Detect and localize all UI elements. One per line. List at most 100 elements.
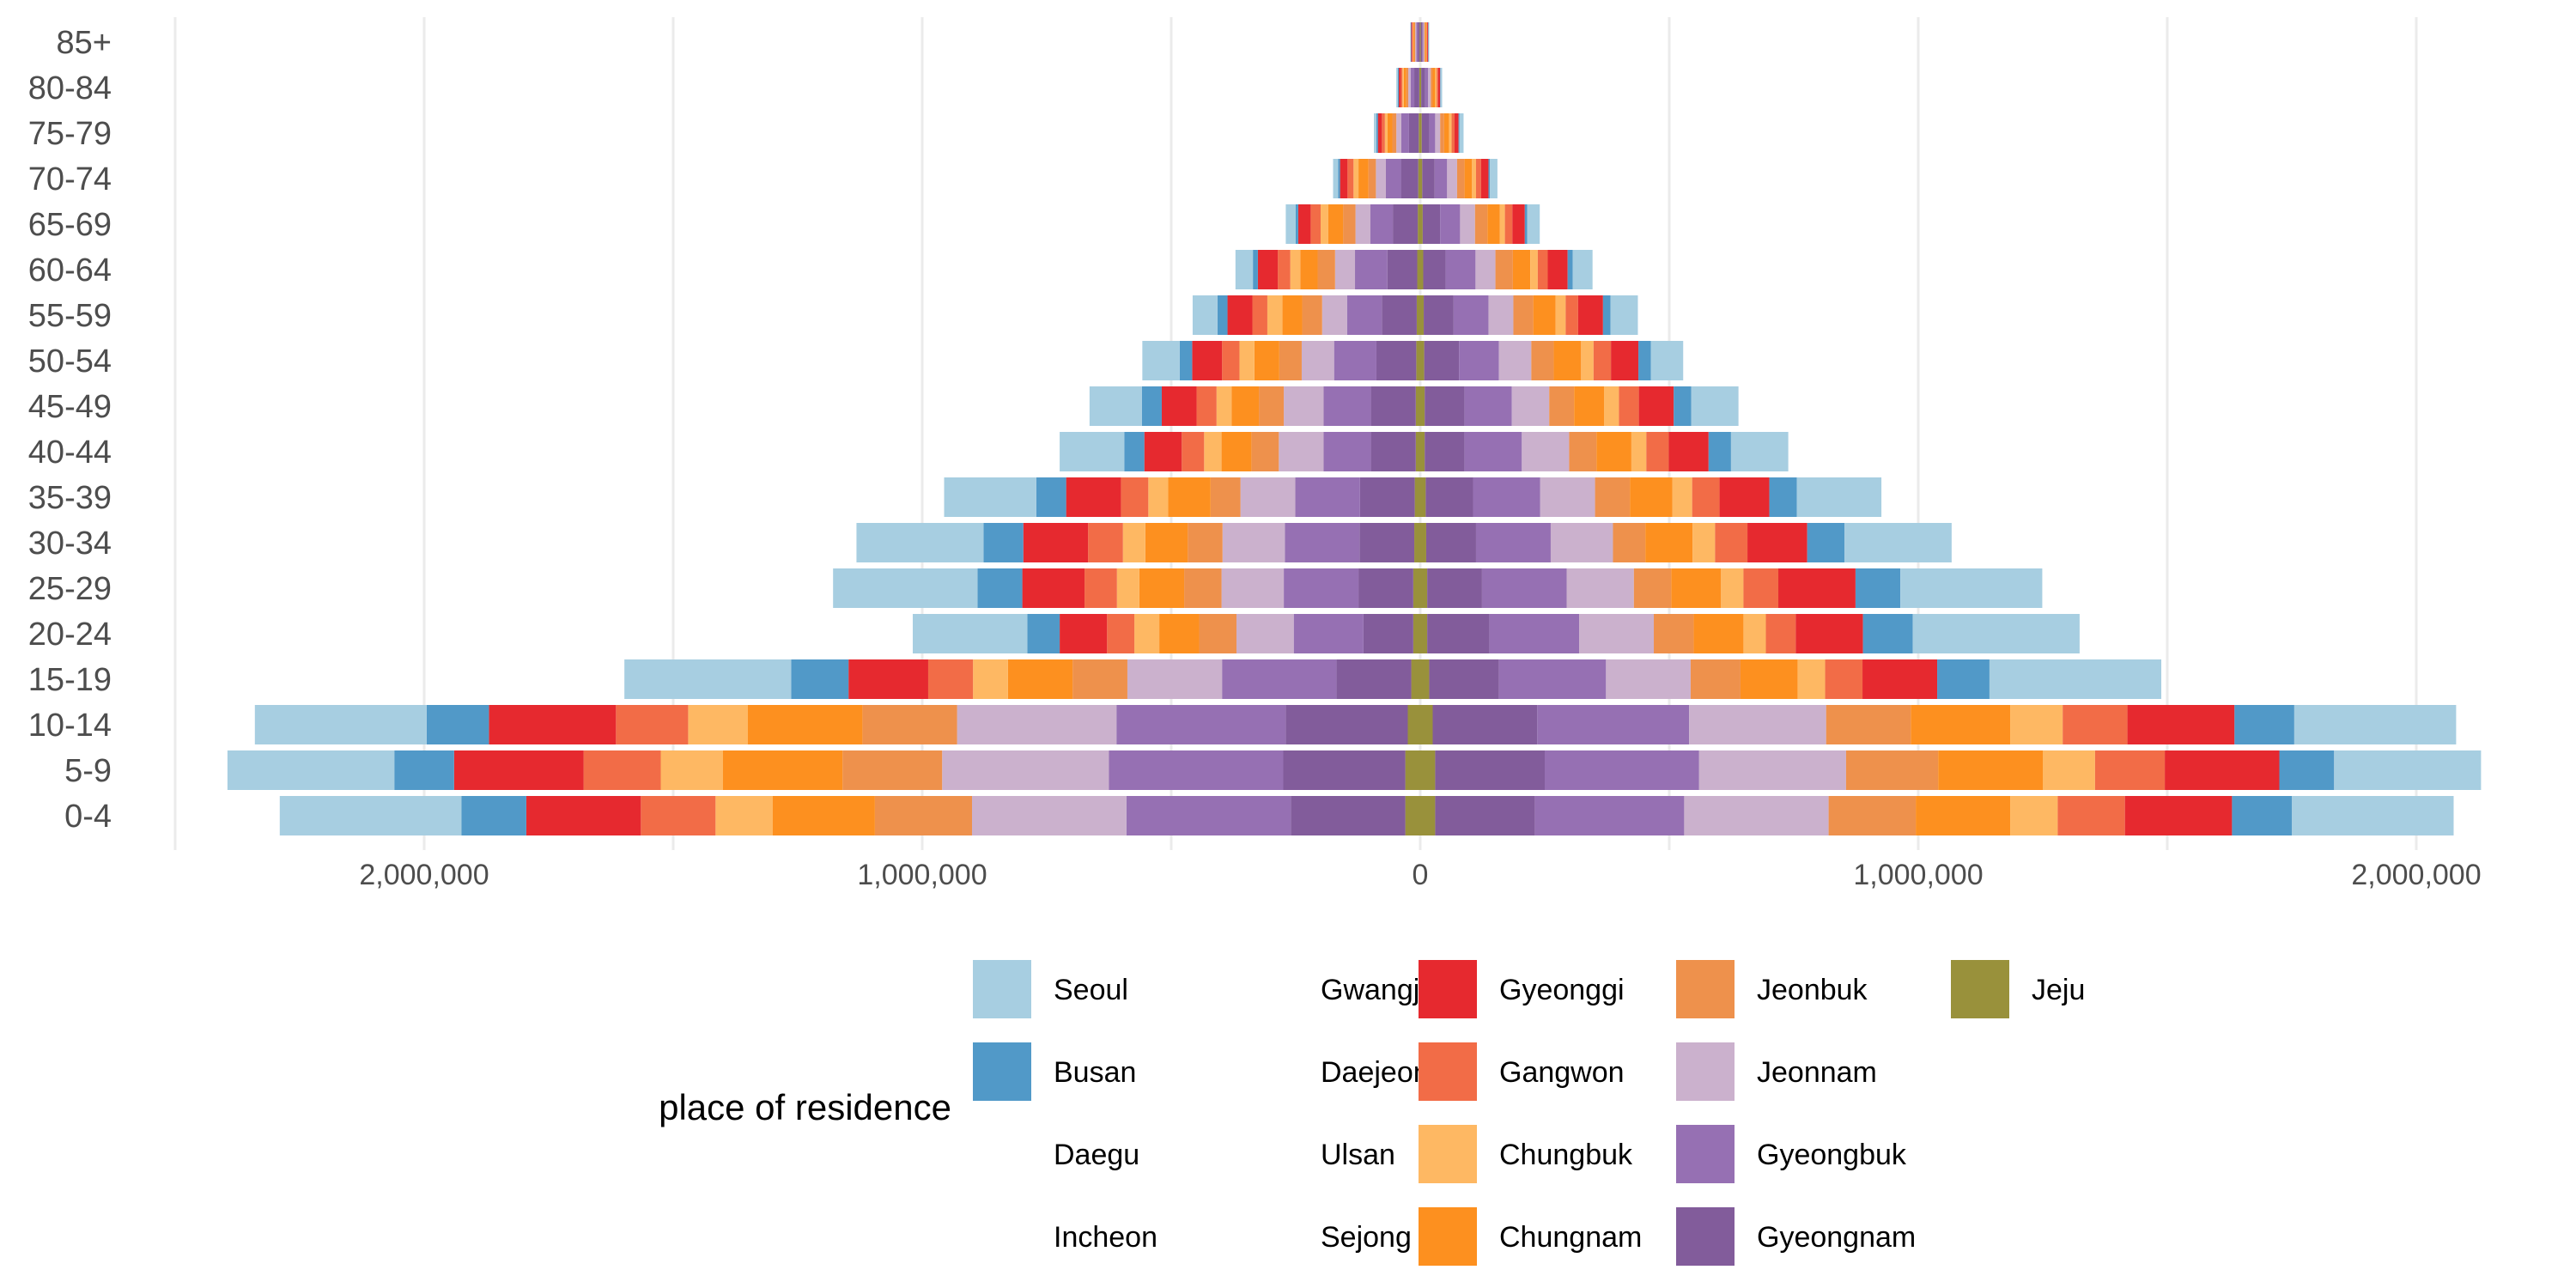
bar-segment <box>1145 523 1188 562</box>
bar-segment <box>1440 204 1461 244</box>
bar-segment <box>1424 295 1454 335</box>
bar-segment <box>1338 159 1340 198</box>
bar-segment <box>1437 68 1441 107</box>
y-tick-label: 25-29 <box>28 571 112 607</box>
bar-segment <box>1672 477 1692 517</box>
bar-segment <box>1743 568 1779 608</box>
bar-segment <box>1159 614 1200 653</box>
bar-segment <box>394 750 454 790</box>
bar-segment <box>1631 432 1647 471</box>
bar-segment <box>1420 159 1423 198</box>
legend-key <box>973 1207 1031 1266</box>
legend-key <box>1676 1207 1735 1266</box>
bar-segment <box>1619 386 1639 426</box>
bar-segment <box>1475 159 1481 198</box>
bar-segment <box>1126 796 1291 835</box>
bar-segment <box>1498 659 1607 699</box>
bar-segment <box>1475 523 1551 562</box>
bar-segment <box>1072 659 1127 699</box>
bar-segment <box>1323 386 1371 426</box>
x-tick-label: 2,000,000 <box>2351 859 2481 891</box>
bar-segment <box>1420 659 1430 699</box>
bar-segment <box>1321 204 1328 244</box>
bar-segment <box>1456 159 1465 198</box>
bar-segment <box>1427 614 1490 653</box>
bar-segment <box>1416 295 1420 335</box>
bar-segment <box>1434 159 1448 198</box>
bar-segment <box>1355 250 1388 289</box>
bar-segment <box>862 705 957 744</box>
bar-segment <box>2063 705 2128 744</box>
bar-segment <box>1533 295 1556 335</box>
x-tick-label: 1,000,000 <box>1853 859 1983 891</box>
bar-segment <box>1392 113 1397 153</box>
legend-label: Incheon <box>1054 1221 1157 1254</box>
bar-segment <box>1284 386 1324 426</box>
bar-segment <box>1385 159 1401 198</box>
bar-segment <box>1522 432 1570 471</box>
bar-segment <box>1179 341 1193 380</box>
bar-segment <box>1417 250 1420 289</box>
bar-segment <box>1116 705 1286 744</box>
bar-segment <box>1407 705 1420 744</box>
bar-segment <box>944 477 1036 517</box>
bar-segment <box>1184 568 1222 608</box>
bar-segment <box>1408 68 1411 107</box>
legend-key <box>1951 960 2009 1018</box>
bar-segment <box>2057 796 2125 835</box>
bar-segment <box>1567 250 1573 289</box>
bar-segment <box>1719 477 1770 517</box>
bar-segment <box>1210 477 1241 517</box>
bar-segment <box>856 523 984 562</box>
bar-segment <box>1121 477 1149 517</box>
bar-segment <box>2165 750 2280 790</box>
bar-segment <box>848 659 928 699</box>
bar-segment <box>1604 386 1619 426</box>
bar-segment <box>1613 523 1646 562</box>
bar-segment <box>833 568 978 608</box>
bar-segment <box>1414 523 1420 562</box>
y-tick-label: 45-49 <box>28 389 112 425</box>
bar-segment <box>1182 432 1205 471</box>
bar-segment <box>1730 432 1789 471</box>
bar-segment <box>1654 614 1694 653</box>
bar-segment <box>1490 159 1498 198</box>
legend-key <box>1419 1042 1477 1101</box>
bar-segment <box>1251 432 1279 471</box>
bar-segment <box>1512 250 1531 289</box>
bar-segment <box>2010 705 2063 744</box>
bar-segment <box>1429 113 1436 153</box>
bar-segment <box>1638 386 1674 426</box>
bar-segment <box>1425 477 1473 517</box>
bar-segment <box>1488 295 1514 335</box>
bar-segment <box>1420 68 1422 107</box>
bar-segment <box>2234 705 2294 744</box>
bar-segment <box>1346 295 1382 335</box>
bar-segment <box>1825 659 1863 699</box>
bar-segment <box>791 659 849 699</box>
bar-segment <box>1253 250 1258 289</box>
legend-label: Sejong <box>1321 1221 1412 1254</box>
legend-label: Jeonnam <box>1757 1056 1877 1089</box>
bar-segment <box>1569 432 1597 471</box>
bar-segment <box>1435 796 1535 835</box>
bar-segment <box>1769 477 1797 517</box>
bar-segment <box>1938 750 2043 790</box>
bar-segment <box>1376 341 1417 380</box>
bar-segment <box>1421 68 1425 107</box>
legend-key <box>1676 960 1735 1018</box>
bar-segment <box>1161 386 1197 426</box>
bar-segment <box>660 750 723 790</box>
bar-segment <box>1692 477 1720 517</box>
bar-segment <box>1192 341 1223 380</box>
bar-segment <box>1633 568 1672 608</box>
bar-segment <box>1715 523 1748 562</box>
bar-segment <box>426 705 489 744</box>
bar-segment <box>1387 250 1418 289</box>
bar-segment <box>1370 386 1416 426</box>
bar-segment <box>1425 432 1465 471</box>
bar-segment <box>1060 432 1125 471</box>
legend-title: place of residence <box>659 1087 951 1127</box>
bar-segment <box>1415 22 1417 62</box>
bar-segment <box>1549 386 1575 426</box>
